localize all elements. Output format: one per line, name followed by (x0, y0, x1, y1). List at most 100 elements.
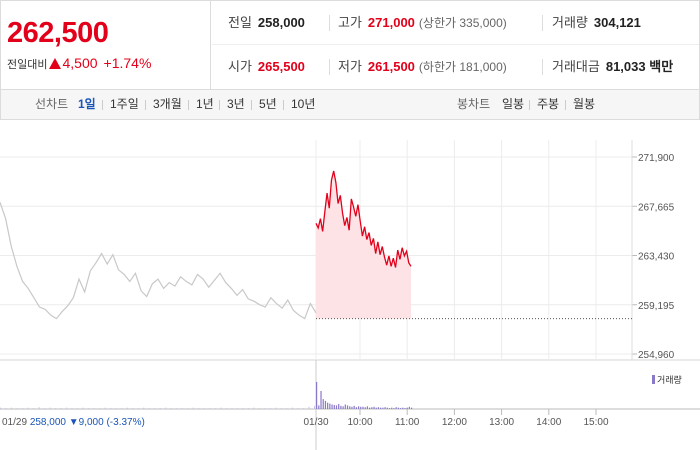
divider (102, 100, 103, 110)
low-label: 저가 (338, 59, 362, 74)
period-3y[interactable]: 3년 (227, 97, 245, 111)
x-tick-label: 11:00 (395, 417, 420, 428)
volume-bar (338, 404, 340, 409)
volume-bar (380, 407, 382, 409)
divider (251, 100, 252, 110)
volume-legend-label: 거래량 (657, 375, 682, 385)
volume-bar (148, 408, 150, 409)
x-tick-label: 10:00 (347, 417, 372, 428)
period-1y[interactable]: 1년 (196, 97, 214, 111)
volume-bar (209, 408, 211, 409)
volume-bar (27, 407, 29, 409)
candle-daily[interactable]: 일봉 (502, 97, 525, 111)
volume-bar (351, 406, 353, 409)
volume-bar (391, 407, 393, 409)
volume-bars (0, 382, 413, 409)
prev-day-price-line (0, 202, 317, 320)
volume-bar (5, 408, 7, 409)
volume-bar (269, 408, 271, 409)
volume-legend: 거래량 (652, 373, 682, 386)
prev-day-info: 01/29 258,000 ▼9,000 (-3.37%) (2, 417, 145, 428)
prev-day-change: ▼9,000 (68, 417, 104, 428)
chart-toolbar: 선차트 1일 1주일 3개월 1년 3년 5년 10년 봉차트 일봉 주봉 월봉 (0, 90, 700, 120)
volume-bar (143, 407, 145, 409)
volume-bar (331, 404, 333, 409)
x-tick-label: 01/30 (303, 417, 328, 428)
period-5y[interactable]: 5년 (259, 97, 277, 111)
volume-bar (236, 408, 238, 409)
open-label: 시가 (228, 59, 252, 74)
high-value: 271,000 (367, 15, 415, 30)
open-price: 시가 265,500 (228, 45, 305, 89)
volume-bar (264, 408, 266, 409)
volume-bar (247, 408, 249, 409)
volume-bar (318, 405, 320, 409)
divider (145, 100, 146, 110)
prev-day-change-amount: 9,000 (78, 417, 104, 428)
low-value: 261,500 (367, 59, 415, 74)
volume-bar (181, 408, 183, 409)
candle-weekly[interactable]: 주봉 (537, 97, 560, 111)
volume-bar (411, 407, 413, 409)
trade-value-unit: 백만 (649, 59, 674, 74)
volume-bar (60, 408, 62, 409)
volume-bar (220, 407, 222, 409)
y-tick-label: 263,430 (638, 252, 675, 263)
info-row-2: 시가 265,500 저가 261,500 (하한가 181,000) 거래대금 81,… (212, 45, 699, 89)
volume-bar (225, 408, 227, 409)
period-1w[interactable]: 1주일 (110, 97, 139, 111)
volume-bar (242, 408, 244, 409)
volume-bar (342, 406, 344, 409)
volume-bar (340, 405, 342, 409)
volume-bar (93, 408, 95, 409)
volume-bar (110, 408, 112, 409)
volume-bar (366, 406, 369, 409)
volume-bar (291, 407, 293, 409)
volume-bar (203, 408, 205, 409)
upper-limit: (상한가 335,000) (418, 16, 507, 30)
change-amount: 4,500 (62, 55, 98, 71)
volume-bar (137, 408, 139, 409)
volume-bar (44, 408, 46, 409)
period-1d[interactable]: 1일 (78, 97, 96, 111)
volume-bar (214, 408, 216, 409)
volume-bar (357, 406, 360, 409)
volume-bar (280, 408, 282, 409)
volume-bar (115, 408, 117, 409)
volume-bar (165, 407, 167, 409)
volume-bar (327, 402, 329, 409)
divider (542, 15, 543, 31)
volume-bar (82, 407, 84, 409)
volume-bar (170, 408, 172, 409)
volume-bar (99, 408, 101, 409)
candle-monthly[interactable]: 월봉 (573, 97, 596, 111)
period-3m[interactable]: 3개월 (153, 97, 182, 111)
volume-bar (364, 407, 366, 409)
divider (329, 15, 330, 31)
volume-bar (324, 400, 327, 409)
divider (188, 100, 189, 110)
volume-bar (349, 406, 351, 409)
volume-bar (104, 407, 106, 409)
volume-bar (297, 408, 299, 409)
prev-close-value: 258,000 (257, 15, 305, 30)
x-tick-label: 15:00 (583, 417, 608, 428)
volume-bar (132, 408, 134, 409)
volume-bar (71, 408, 73, 409)
volume-bar (335, 405, 338, 409)
volume-bar (231, 408, 233, 409)
volume-bar (375, 407, 377, 409)
high-price: 고가 271,000 (상한가 335,000) (338, 1, 507, 45)
price-box: 262,500 전일대비 4,500 +1.74% (1, 1, 211, 89)
high-label: 고가 (338, 15, 362, 30)
price-chart-svg: 271,900 267,665 263,430 259,195 254,960 01/3… (0, 140, 700, 450)
volume-bar (187, 408, 189, 409)
prev-close-label: 전일 (228, 15, 252, 30)
volume-bar (388, 408, 391, 409)
y-tick-label: 271,900 (638, 153, 675, 164)
prev-day-price: 258,000 (29, 417, 66, 428)
y-tick-label: 267,665 (638, 202, 675, 213)
period-10y[interactable]: 10년 (291, 97, 316, 111)
price-area-fill (316, 170, 411, 319)
volume-value: 304,121 (593, 15, 641, 30)
